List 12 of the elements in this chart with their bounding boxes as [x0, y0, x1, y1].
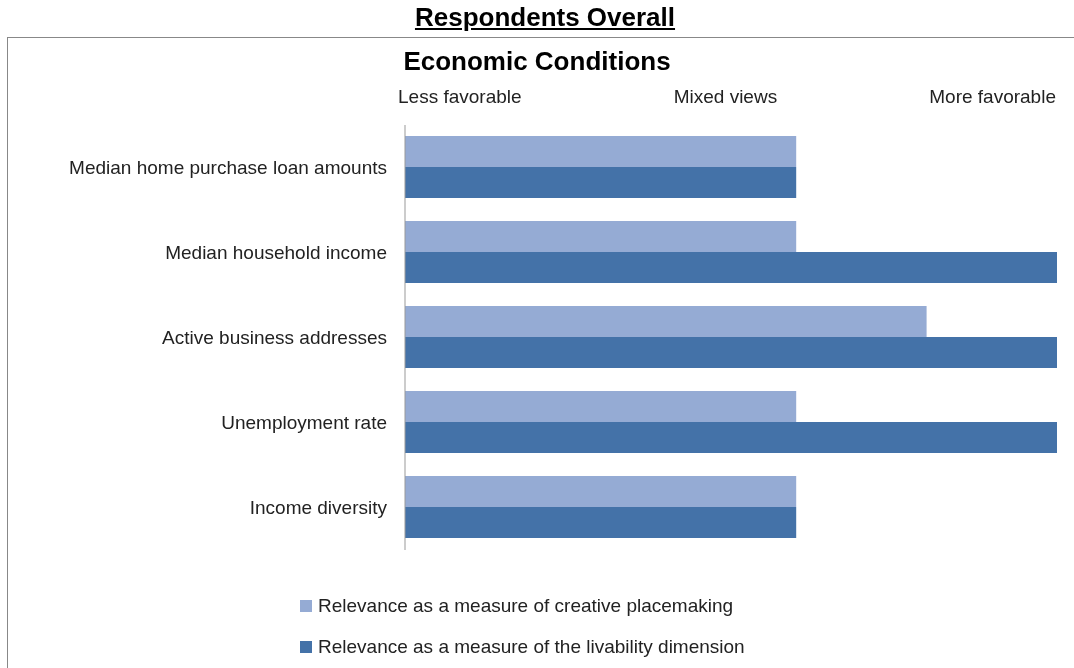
- y-tick-label: Active business addresses: [162, 327, 387, 349]
- y-tick-label: Unemployment rate: [221, 412, 387, 434]
- chart-subtitle: Economic Conditions: [402, 46, 672, 77]
- legend-label: Relevance as a measure of creative placemaking: [318, 594, 734, 617]
- chart-title: Respondents Overall: [413, 2, 677, 33]
- text: More favorable: [929, 86, 1056, 108]
- y-tick-label: Median home purchase loan amounts: [69, 157, 387, 179]
- legend-label: Relevance as a measure of the livability dimension: [318, 635, 745, 658]
- text: Less favorable: [398, 86, 522, 108]
- y-tick-label: Median household income: [165, 242, 387, 264]
- y-tick-label: Income diversity: [249, 497, 388, 519]
- text: Mixed views: [673, 86, 778, 108]
